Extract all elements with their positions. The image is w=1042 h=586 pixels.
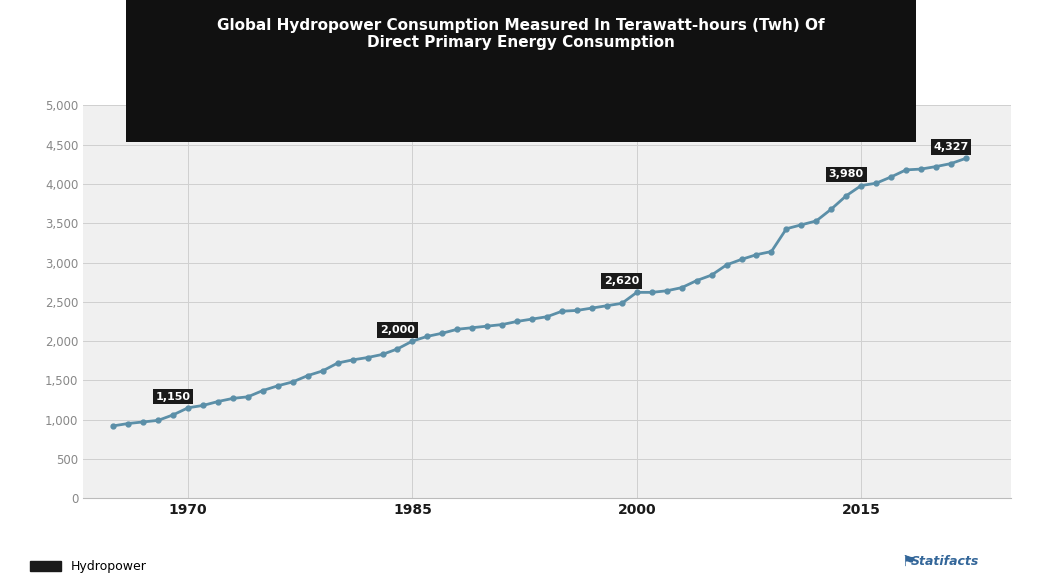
Text: 3,980: 3,980 — [828, 169, 864, 179]
Legend: Hydropower: Hydropower — [25, 555, 152, 578]
Text: 1,150: 1,150 — [155, 391, 191, 401]
Text: ⚑: ⚑ — [901, 553, 915, 568]
Text: Statifacts: Statifacts — [911, 556, 979, 568]
Text: 4,327: 4,327 — [934, 142, 968, 152]
Text: 2,000: 2,000 — [380, 325, 415, 335]
Text: Global Hydropower Consumption Measured In Terawatt-hours (Twh) Of
Direct Primary: Global Hydropower Consumption Measured I… — [217, 18, 825, 50]
Text: 2,620: 2,620 — [604, 276, 640, 286]
